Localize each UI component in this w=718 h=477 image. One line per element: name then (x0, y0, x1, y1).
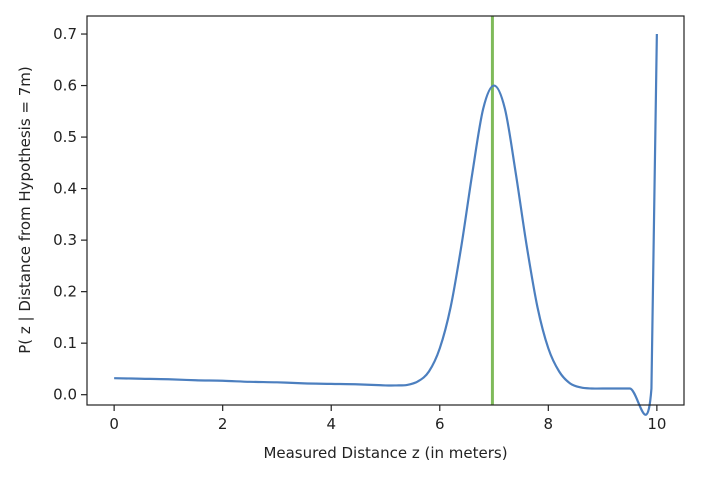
y-tick-label: 0.3 (53, 231, 77, 249)
y-tick-label: 0.7 (53, 25, 77, 43)
y-axis-label: P( z | Distance from Hypothesis = 7m) (16, 66, 34, 354)
x-tick-label: 8 (544, 415, 554, 433)
y-tick-label: 0.4 (53, 180, 77, 198)
y-tick-label: 0.0 (53, 386, 77, 404)
x-tick-label: 6 (435, 415, 445, 433)
x-axis-label: Measured Distance z (in meters) (263, 444, 507, 462)
x-axis-ticks: 0 2 4 6 8 10 (109, 405, 666, 433)
x-tick-label: 2 (218, 415, 228, 433)
y-axis-ticks: 0.0 0.1 0.2 0.3 0.4 0.5 0.6 0.7 (53, 25, 87, 404)
y-tick-label: 0.5 (53, 128, 77, 146)
plot-area (114, 16, 658, 416)
y-tick-label: 0.2 (53, 283, 77, 301)
y-tick-label: 0.1 (53, 334, 77, 352)
x-tick-label: 4 (326, 415, 336, 433)
x-tick-label: 0 (109, 415, 119, 433)
series-line (114, 34, 658, 416)
y-tick-label: 0.6 (53, 77, 77, 95)
plot-frame (86, 15, 685, 406)
x-tick-label: 10 (647, 415, 666, 433)
